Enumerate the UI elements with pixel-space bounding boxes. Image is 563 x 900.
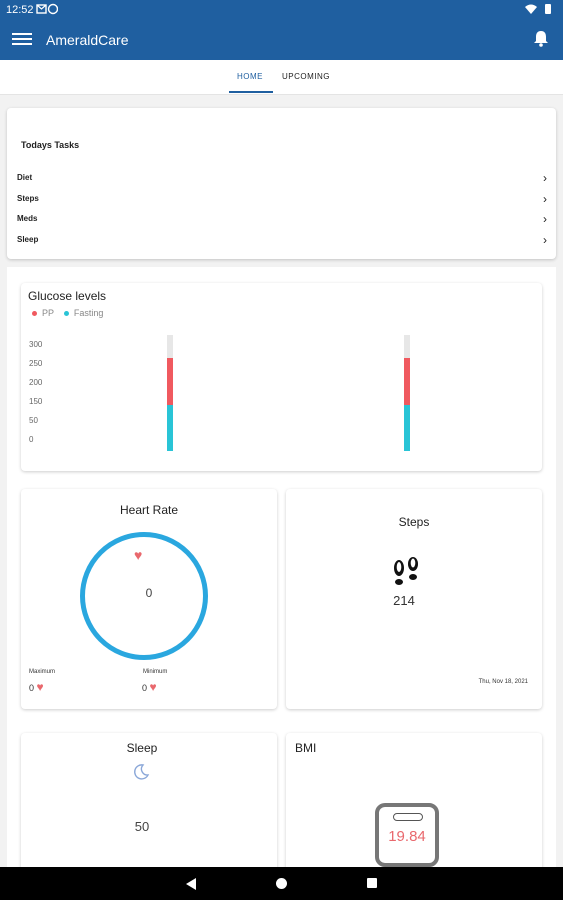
sleep-card[interactable]: Sleep 50 — [21, 733, 277, 873]
heart-rate-card[interactable]: Heart Rate ♥ 0 Maximum Minimum 0 ♥ 0 ♥ — [21, 489, 277, 709]
todays-tasks-card: Todays Tasks Diet › Steps › Meds › Sleep… — [7, 108, 556, 259]
footprints-icon — [394, 557, 418, 585]
y-tick-label: 300 — [29, 340, 43, 349]
legend-dot-pp — [32, 311, 37, 317]
heart-icon: ♥ — [134, 547, 143, 563]
bell-icon[interactable] — [533, 29, 549, 52]
home-icon[interactable] — [276, 878, 287, 889]
maximum-value: 0 ♥ — [29, 680, 44, 694]
legend-label-fasting: Fasting — [73, 308, 104, 318]
bar-segment-pp — [404, 358, 410, 405]
bmi-value: 19.84 — [388, 828, 426, 845]
bar-segment-fasting — [167, 404, 173, 451]
glucose-chart-card: Glucose levels PP Fasting 300 250 200 15… — [21, 283, 542, 471]
heart-rate-ring — [80, 532, 208, 660]
y-tick-label: 200 — [29, 378, 43, 387]
tasks-heading: Todays Tasks — [21, 140, 80, 150]
task-row-sleep[interactable]: Sleep › — [17, 233, 549, 251]
sleep-value: 50 — [134, 819, 150, 834]
steps-card[interactable]: Steps 214 Thu, Nov 18, 2021 — [286, 489, 542, 709]
glucose-legend: PP Fasting — [32, 308, 103, 318]
app-bar: AmeraldCare — [0, 20, 563, 60]
legend-dot-fasting — [63, 311, 69, 317]
task-label: Steps — [17, 194, 39, 203]
system-nav-bar — [0, 867, 563, 900]
scale-display-pill — [393, 813, 423, 821]
task-label: Diet — [17, 173, 33, 182]
steps-value: 214 — [393, 593, 415, 608]
maximum-label: Maximum — [29, 669, 56, 675]
wifi-icon — [525, 4, 537, 14]
y-tick-label: 150 — [29, 397, 43, 406]
bmi-card[interactable]: BMI 19.84 — [286, 733, 542, 873]
bar-segment-pp — [167, 358, 173, 405]
tab-home[interactable]: HOME — [237, 72, 263, 81]
status-time: 12:52 — [6, 4, 34, 16]
status-notification-icons — [36, 3, 59, 18]
minimum-value: 0 ♥ — [142, 680, 157, 694]
bar-segment-fasting — [404, 404, 410, 451]
task-row-diet[interactable]: Diet › — [17, 171, 549, 189]
minimum-label: Minimum — [143, 669, 168, 675]
moon-icon — [134, 764, 150, 780]
steps-title: Steps — [398, 515, 430, 529]
app-title: AmeraldCare — [46, 32, 129, 48]
tab-bar: HOME UPCOMING — [0, 60, 563, 95]
recents-icon[interactable] — [367, 878, 377, 888]
y-tick-label: 50 — [29, 416, 38, 425]
hamburger-menu-icon[interactable] — [12, 30, 32, 50]
bmi-title: BMI — [295, 741, 317, 755]
chevron-right-icon: › — [543, 212, 547, 226]
heart-rate-title: Heart Rate — [119, 503, 179, 517]
chevron-right-icon: › — [543, 192, 547, 206]
steps-date: Thu, Nov 18, 2021 — [478, 679, 528, 685]
glucose-title: Glucose levels — [28, 289, 107, 303]
chevron-right-icon: › — [543, 171, 547, 185]
legend-label-pp: PP — [42, 308, 54, 318]
task-label: Sleep — [17, 235, 39, 244]
active-tab-indicator — [229, 91, 273, 93]
status-system-icons — [523, 3, 557, 18]
y-tick-label: 0 — [29, 435, 34, 444]
task-row-steps[interactable]: Steps › — [17, 192, 549, 210]
back-icon[interactable] — [186, 878, 196, 890]
sleep-title: Sleep — [126, 741, 158, 755]
gmail-icon — [36, 3, 59, 15]
y-tick-label: 250 — [29, 359, 43, 368]
heart-icon: ♥ — [149, 680, 157, 694]
task-row-meds[interactable]: Meds › — [17, 212, 549, 230]
chevron-right-icon: › — [543, 233, 547, 247]
battery-icon — [545, 4, 551, 14]
maximum-value-text: 0 — [29, 683, 35, 693]
scale-icon: 19.84 — [375, 803, 439, 867]
status-bar: 12:52 — [0, 0, 563, 20]
tab-upcoming[interactable]: UPCOMING — [282, 72, 330, 81]
heart-rate-value: 0 — [145, 586, 153, 600]
task-label: Meds — [17, 214, 38, 223]
heart-icon: ♥ — [36, 680, 44, 694]
minimum-value-text: 0 — [142, 683, 148, 693]
